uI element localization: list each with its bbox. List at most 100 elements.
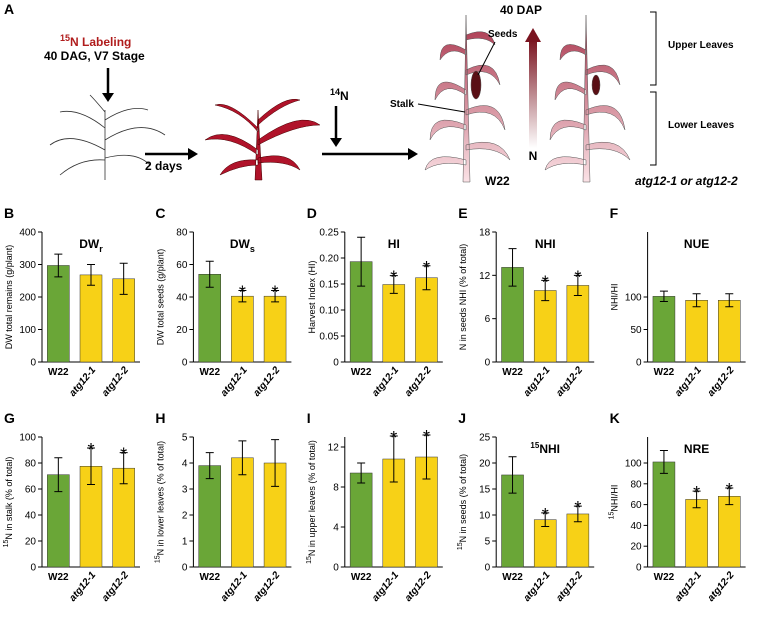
x-tick-label: atg12-1: [522, 570, 553, 604]
panel-letter: G: [4, 410, 15, 426]
arrowhead: [330, 138, 342, 147]
y-tick-label: 3: [182, 485, 188, 496]
error-bar: [422, 434, 431, 480]
y-tick-label: 80: [630, 479, 642, 490]
y-axis-label: 15N in lower leaves (% of total): [154, 441, 165, 563]
y-tick-label: 0: [333, 358, 339, 369]
error-bar: [238, 290, 247, 303]
significance: *: [726, 480, 733, 500]
arrowhead: [525, 28, 541, 42]
x-tick-label: W22: [351, 367, 372, 378]
significance: *: [693, 483, 700, 503]
seeds-label: Seeds: [488, 29, 518, 40]
x-tick-label: atg12-1: [370, 365, 401, 399]
ylabel-sup: 15: [154, 555, 161, 563]
significance: *: [87, 440, 94, 460]
error-bar: [271, 290, 280, 303]
error-bar: [87, 264, 95, 286]
y-tick-label: 2: [182, 511, 188, 522]
bar: [652, 461, 676, 568]
significance: *: [390, 268, 397, 288]
x-tick-label: atg12-1: [370, 570, 401, 604]
x-tick-label: atg12-1: [67, 570, 98, 604]
panel: E NHI N in seeds NHI (% of total) 0 6 12 18 W22…: [458, 205, 595, 399]
y-tick-label: 0.05: [319, 332, 339, 343]
y-tick-label: 0: [30, 563, 36, 574]
y-tick-label: 0.20: [319, 254, 339, 265]
error-bar: [508, 456, 517, 494]
x-tick-label: atg12-2: [100, 570, 131, 604]
y-tick-label: 0: [636, 358, 642, 369]
y-tick-label: 0: [182, 563, 188, 574]
y-tick-label: 0: [182, 358, 188, 369]
title-sub: r: [99, 244, 103, 254]
title-main: HI: [388, 237, 400, 251]
y-tick-label: 20: [479, 459, 491, 470]
y-tick-label: 100: [625, 459, 642, 470]
significance: *: [542, 505, 549, 525]
significance: *: [120, 445, 127, 465]
error-bar: [692, 293, 701, 308]
title-main: NHI: [539, 442, 560, 456]
panel-letter: D: [307, 205, 317, 221]
chart-title: DWs: [230, 237, 255, 254]
chart-title: HI: [388, 237, 400, 251]
error-bar: [573, 505, 582, 523]
y-tick-label: 0: [485, 358, 491, 369]
error-bar: [541, 279, 550, 302]
y-tick-label: 80: [25, 459, 37, 470]
x-tick-label: atg12-2: [554, 570, 585, 604]
error-bar: [357, 236, 366, 287]
y-tick-label: 5: [182, 433, 188, 444]
title-main: NUE: [684, 237, 709, 251]
bar: [718, 300, 741, 363]
ylabel-main: Harvest Index (HI): [307, 260, 317, 333]
title-main: NRE: [684, 442, 709, 456]
y-axis-label: 15N in upper leaves (% of total): [306, 440, 317, 564]
y-tick-label: 50: [630, 325, 642, 336]
bar: [263, 295, 287, 363]
x-tick-label: W22: [654, 367, 675, 378]
ylabel-main: N in seeds (% of total): [458, 454, 468, 543]
y-tick-label: 80: [176, 228, 188, 239]
panel-letter: A: [4, 1, 14, 17]
x-tick-label: W22: [48, 367, 69, 378]
y-tick-label: 0: [333, 563, 339, 574]
x-tick-label: W22: [502, 572, 523, 583]
y-tick-label: 4: [333, 523, 339, 534]
n: N Labeling: [70, 35, 131, 49]
error-bar: [87, 447, 95, 485]
x-tick-label: atg12-2: [100, 365, 131, 399]
dap: 40 DAP: [500, 3, 542, 17]
x-tick-label: atg12-2: [554, 365, 585, 399]
x-tick-label: W22: [48, 572, 69, 583]
arrowhead: [188, 148, 198, 160]
bar: [533, 290, 557, 363]
ylabel-sup: 15: [3, 540, 10, 548]
y-tick-label: 0: [485, 563, 491, 574]
significance: *: [272, 283, 279, 303]
error-bar: [508, 248, 517, 287]
significance: *: [423, 258, 430, 278]
y-tick-label: 100: [19, 325, 36, 336]
x-tick-label: W22: [502, 367, 523, 378]
y-tick-label: 0: [636, 563, 642, 574]
y-tick-label: 0: [30, 358, 36, 369]
n-label: N: [529, 149, 538, 163]
x-tick-label: atg12-2: [403, 570, 434, 604]
x-tick-label: atg12-1: [673, 365, 704, 399]
x-tick-label: atg12-1: [673, 570, 704, 604]
panel: I 15N in upper leaves (% of total) 0 4 8 12 W2…: [306, 410, 443, 604]
x-tick-label: atg12-2: [251, 570, 282, 604]
error-bar: [54, 457, 63, 493]
error-bar: [573, 274, 582, 297]
y-tick-label: 12: [479, 271, 491, 282]
y-tick-label: 1: [182, 537, 188, 548]
ylabel-main: N in stalk (% of total): [4, 457, 14, 540]
panel-letter: E: [458, 205, 467, 221]
y-tick-label: 0.10: [319, 306, 339, 317]
bar: [685, 499, 708, 568]
